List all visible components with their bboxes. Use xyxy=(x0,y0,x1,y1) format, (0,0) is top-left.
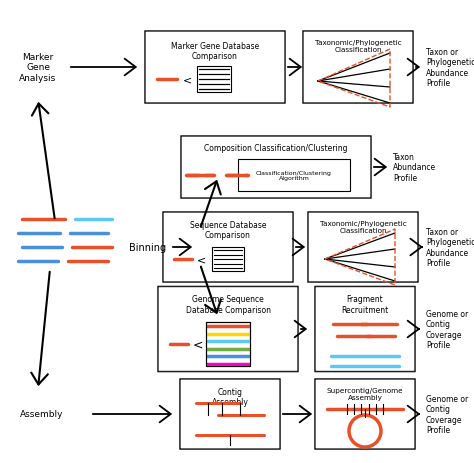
Text: Classification/Clustering
Algorithm: Classification/Clustering Algorithm xyxy=(256,170,332,181)
Text: Binning: Binning xyxy=(129,243,166,252)
Bar xyxy=(212,247,244,271)
Bar xyxy=(206,322,250,366)
Text: Supercontig/Genome
Assembly: Supercontig/Genome Assembly xyxy=(327,387,403,400)
Text: Taxonomic/Phylogenetic
Classification: Taxonomic/Phylogenetic Classification xyxy=(315,40,401,53)
Text: Marker
Gene
Analysis: Marker Gene Analysis xyxy=(19,53,56,83)
FancyBboxPatch shape xyxy=(238,160,350,192)
Text: Composition Classification/Clustering: Composition Classification/Clustering xyxy=(204,144,348,153)
Text: <: < xyxy=(193,338,203,351)
FancyBboxPatch shape xyxy=(308,213,418,282)
Bar xyxy=(197,67,231,93)
Text: Sequence Database
Comparison: Sequence Database Comparison xyxy=(190,220,266,240)
Bar xyxy=(206,322,250,366)
Text: <: < xyxy=(197,255,207,264)
Text: Taxon or
Phylogenetic
Abundance
Profile: Taxon or Phylogenetic Abundance Profile xyxy=(426,227,474,268)
FancyBboxPatch shape xyxy=(145,32,285,104)
Text: Fragment
Recruitment: Fragment Recruitment xyxy=(341,295,389,314)
Text: Genome or
Contig
Coverage
Profile: Genome or Contig Coverage Profile xyxy=(426,394,468,434)
FancyBboxPatch shape xyxy=(180,379,280,449)
Text: <: < xyxy=(182,75,191,85)
FancyBboxPatch shape xyxy=(158,287,298,372)
Text: Taxon
Abundance
Profile: Taxon Abundance Profile xyxy=(393,153,436,182)
Text: Assembly: Assembly xyxy=(20,410,64,419)
FancyBboxPatch shape xyxy=(303,32,413,104)
FancyBboxPatch shape xyxy=(163,213,293,282)
FancyBboxPatch shape xyxy=(315,287,415,372)
Text: Taxonomic/Phylogenetic
Classification: Taxonomic/Phylogenetic Classification xyxy=(319,220,406,233)
Text: Genome or
Contig
Coverage
Profile: Genome or Contig Coverage Profile xyxy=(426,309,468,350)
Text: Marker Gene Database
Comparison: Marker Gene Database Comparison xyxy=(171,42,259,61)
Text: Contig
Assembly: Contig Assembly xyxy=(211,387,248,407)
FancyBboxPatch shape xyxy=(181,137,371,199)
Text: Taxon or
Phylogenetic
Abundance
Profile: Taxon or Phylogenetic Abundance Profile xyxy=(426,48,474,88)
Text: Genome Sequence
Database Comparison: Genome Sequence Database Comparison xyxy=(185,295,271,314)
FancyBboxPatch shape xyxy=(315,379,415,449)
